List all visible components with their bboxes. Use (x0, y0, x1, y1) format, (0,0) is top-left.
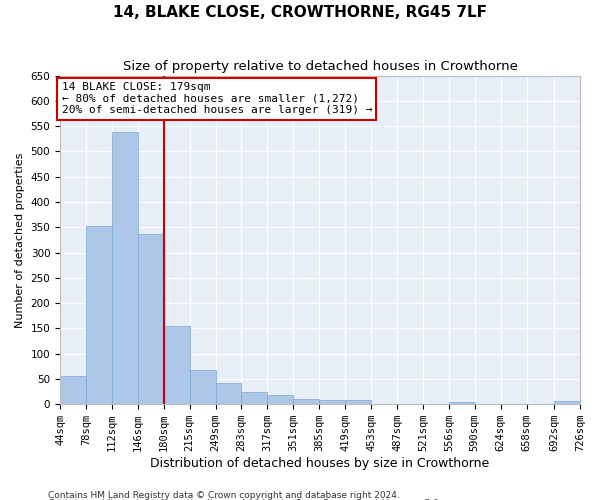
Text: 14, BLAKE CLOSE, CROWTHORNE, RG45 7LF: 14, BLAKE CLOSE, CROWTHORNE, RG45 7LF (113, 5, 487, 20)
Bar (190, 370, 215, 404)
Bar (60, 376, 86, 404)
Text: 14 BLAKE CLOSE: 179sqm
← 80% of detached houses are smaller (1,272)
20% of semi-: 14 BLAKE CLOSE: 179sqm ← 80% of detached… (62, 82, 372, 116)
Bar (86, 226, 112, 404)
Y-axis label: Number of detached properties: Number of detached properties (15, 152, 25, 328)
Bar (554, 401, 580, 404)
Bar (241, 392, 268, 404)
Title: Size of property relative to detached houses in Crowthorne: Size of property relative to detached ho… (122, 60, 517, 73)
Bar (319, 400, 345, 404)
Bar (268, 395, 293, 404)
Bar (449, 402, 475, 404)
Text: Contains HM Land Registry data © Crown copyright and database right 2024.: Contains HM Land Registry data © Crown c… (48, 490, 400, 500)
Bar (293, 399, 319, 404)
Bar (345, 400, 371, 404)
X-axis label: Distribution of detached houses by size in Crowthorne: Distribution of detached houses by size … (151, 457, 490, 470)
Bar (112, 132, 138, 404)
Bar (164, 326, 190, 404)
Bar (138, 234, 164, 404)
Bar (215, 383, 241, 404)
